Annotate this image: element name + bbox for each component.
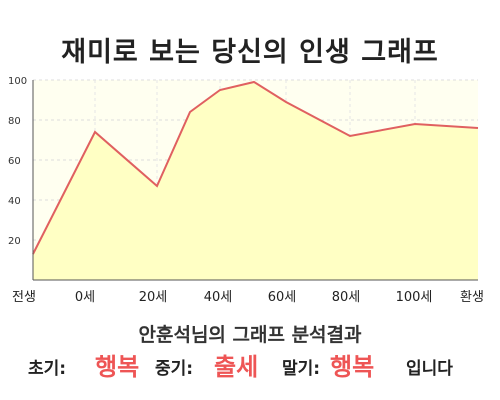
y-tick-label: 20 (8, 236, 21, 247)
y-tick-label: 60 (8, 156, 21, 167)
y-tick-label: 80 (8, 116, 21, 127)
x-tick-label: 80세 (332, 290, 361, 305)
x-tick-label: 60세 (268, 290, 297, 305)
y-axis-labels: 20 40 60 80 100 (8, 76, 27, 247)
x-tick-label: 100세 (396, 290, 433, 305)
x-tick-label: 0세 (75, 290, 95, 305)
result-ending: 입니다 (406, 359, 453, 379)
series-line (32, 80, 479, 255)
x-tick-label: 40세 (204, 290, 233, 305)
y-tick-label: 40 (8, 196, 21, 207)
middle-label: 중기: (155, 359, 194, 379)
y-tick-label: 100 (8, 76, 27, 87)
late-label: 말기: (282, 359, 321, 379)
early-label: 초기: (28, 359, 67, 379)
x-axis-labels: 전생 0세 20세 40세 60세 80세 100세 환생 (12, 290, 484, 305)
x-tick-label: 환생 (460, 290, 484, 305)
analysis-subtitle: 안훈석님의 그래프 분석결과 (138, 324, 362, 346)
early-value: 행복 (95, 353, 140, 381)
x-tick-label: 20세 (139, 290, 168, 305)
chart-title: 재미로 보는 당신의 인생 그래프 (61, 37, 439, 68)
late-value: 행복 (330, 353, 375, 381)
area-fill (33, 82, 478, 280)
x-tick-label: 전생 (12, 290, 36, 305)
middle-value: 출세 (214, 353, 259, 381)
